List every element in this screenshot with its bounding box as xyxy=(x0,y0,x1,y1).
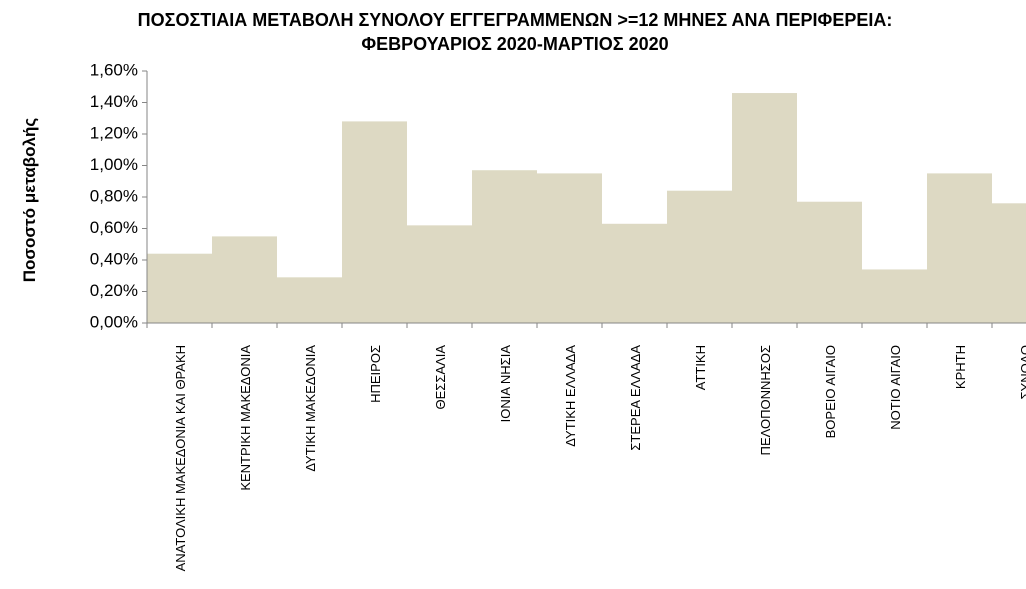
bar xyxy=(927,173,992,323)
x-tick-label: ΘΕΣΣΑΛΙΑ xyxy=(432,345,447,410)
y-tick-label: 1,40% xyxy=(90,92,138,111)
bar xyxy=(407,225,472,323)
y-tick-label: 0,00% xyxy=(90,312,138,331)
x-tick-label: ΚΡΗΤΗ xyxy=(952,345,967,390)
bar xyxy=(862,269,927,323)
x-tick-label: ΔΥΤΙΚΗ ΜΑΚΕΔΟΝΙΑ xyxy=(302,345,317,472)
y-tick-label: 0,20% xyxy=(90,281,138,300)
x-tick-label: ΗΠΕΙΡΟΣ xyxy=(367,345,382,403)
x-tick-label: ΠΕΛΟΠΟΝΝΗΣΟΣ xyxy=(757,345,772,456)
x-tick-label: ΑΝΑΤΟΛΙΚΗ ΜΑΚΕΔΟΝΙΑ ΚΑΙ ΘΡΑΚΗ xyxy=(172,345,187,572)
x-tick-label: ΒΟΡΕΙΟ ΑΙΓΑΙΟ xyxy=(822,345,837,439)
bar xyxy=(797,201,862,323)
x-tick-label: ΙΟΝΙΑ ΝΗΣΙΑ xyxy=(497,345,512,423)
x-tick-label: ΣΤΕΡΕΑ ΕΛΛΑΔΑ xyxy=(627,345,642,451)
bar xyxy=(667,190,732,323)
y-tick-label: 1,00% xyxy=(90,155,138,174)
x-tick-label: ΚΕΝΤΡΙΚΗ ΜΑΚΕΔΟΝΙΑ xyxy=(237,345,252,491)
bar xyxy=(147,253,212,323)
bar xyxy=(472,170,537,323)
y-tick-label: 0,80% xyxy=(90,186,138,205)
x-tick-label: ΔΥΤΙΚΗ ΕΛΛΑΔΑ xyxy=(562,345,577,447)
x-tick-label: ΣΥΝΟΛΟ xyxy=(1017,345,1026,400)
y-tick-label: 0,60% xyxy=(90,218,138,237)
bar xyxy=(602,223,667,323)
bar xyxy=(732,93,797,323)
bar xyxy=(537,173,602,323)
y-tick-label: 0,40% xyxy=(90,249,138,268)
y-tick-label: 1,20% xyxy=(90,123,138,142)
y-tick-label: 1,60% xyxy=(90,60,138,79)
bar xyxy=(992,203,1026,323)
bar xyxy=(277,277,342,323)
x-tick-label: ΝΟΤΙΟ ΑΙΓΑΙΟ xyxy=(887,345,902,430)
x-tick-label: ΑΤΤΙΚΗ xyxy=(692,345,707,391)
bar xyxy=(212,236,277,323)
bar xyxy=(342,121,407,324)
chart-title: ΠΟΣΟΣΤΙΑΙΑ ΜΕΤΑΒΟΛΗ ΣΥΝΟΛΟΥ ΕΓΓΕΓΡΑΜΜΕΝΩ… xyxy=(137,10,893,54)
